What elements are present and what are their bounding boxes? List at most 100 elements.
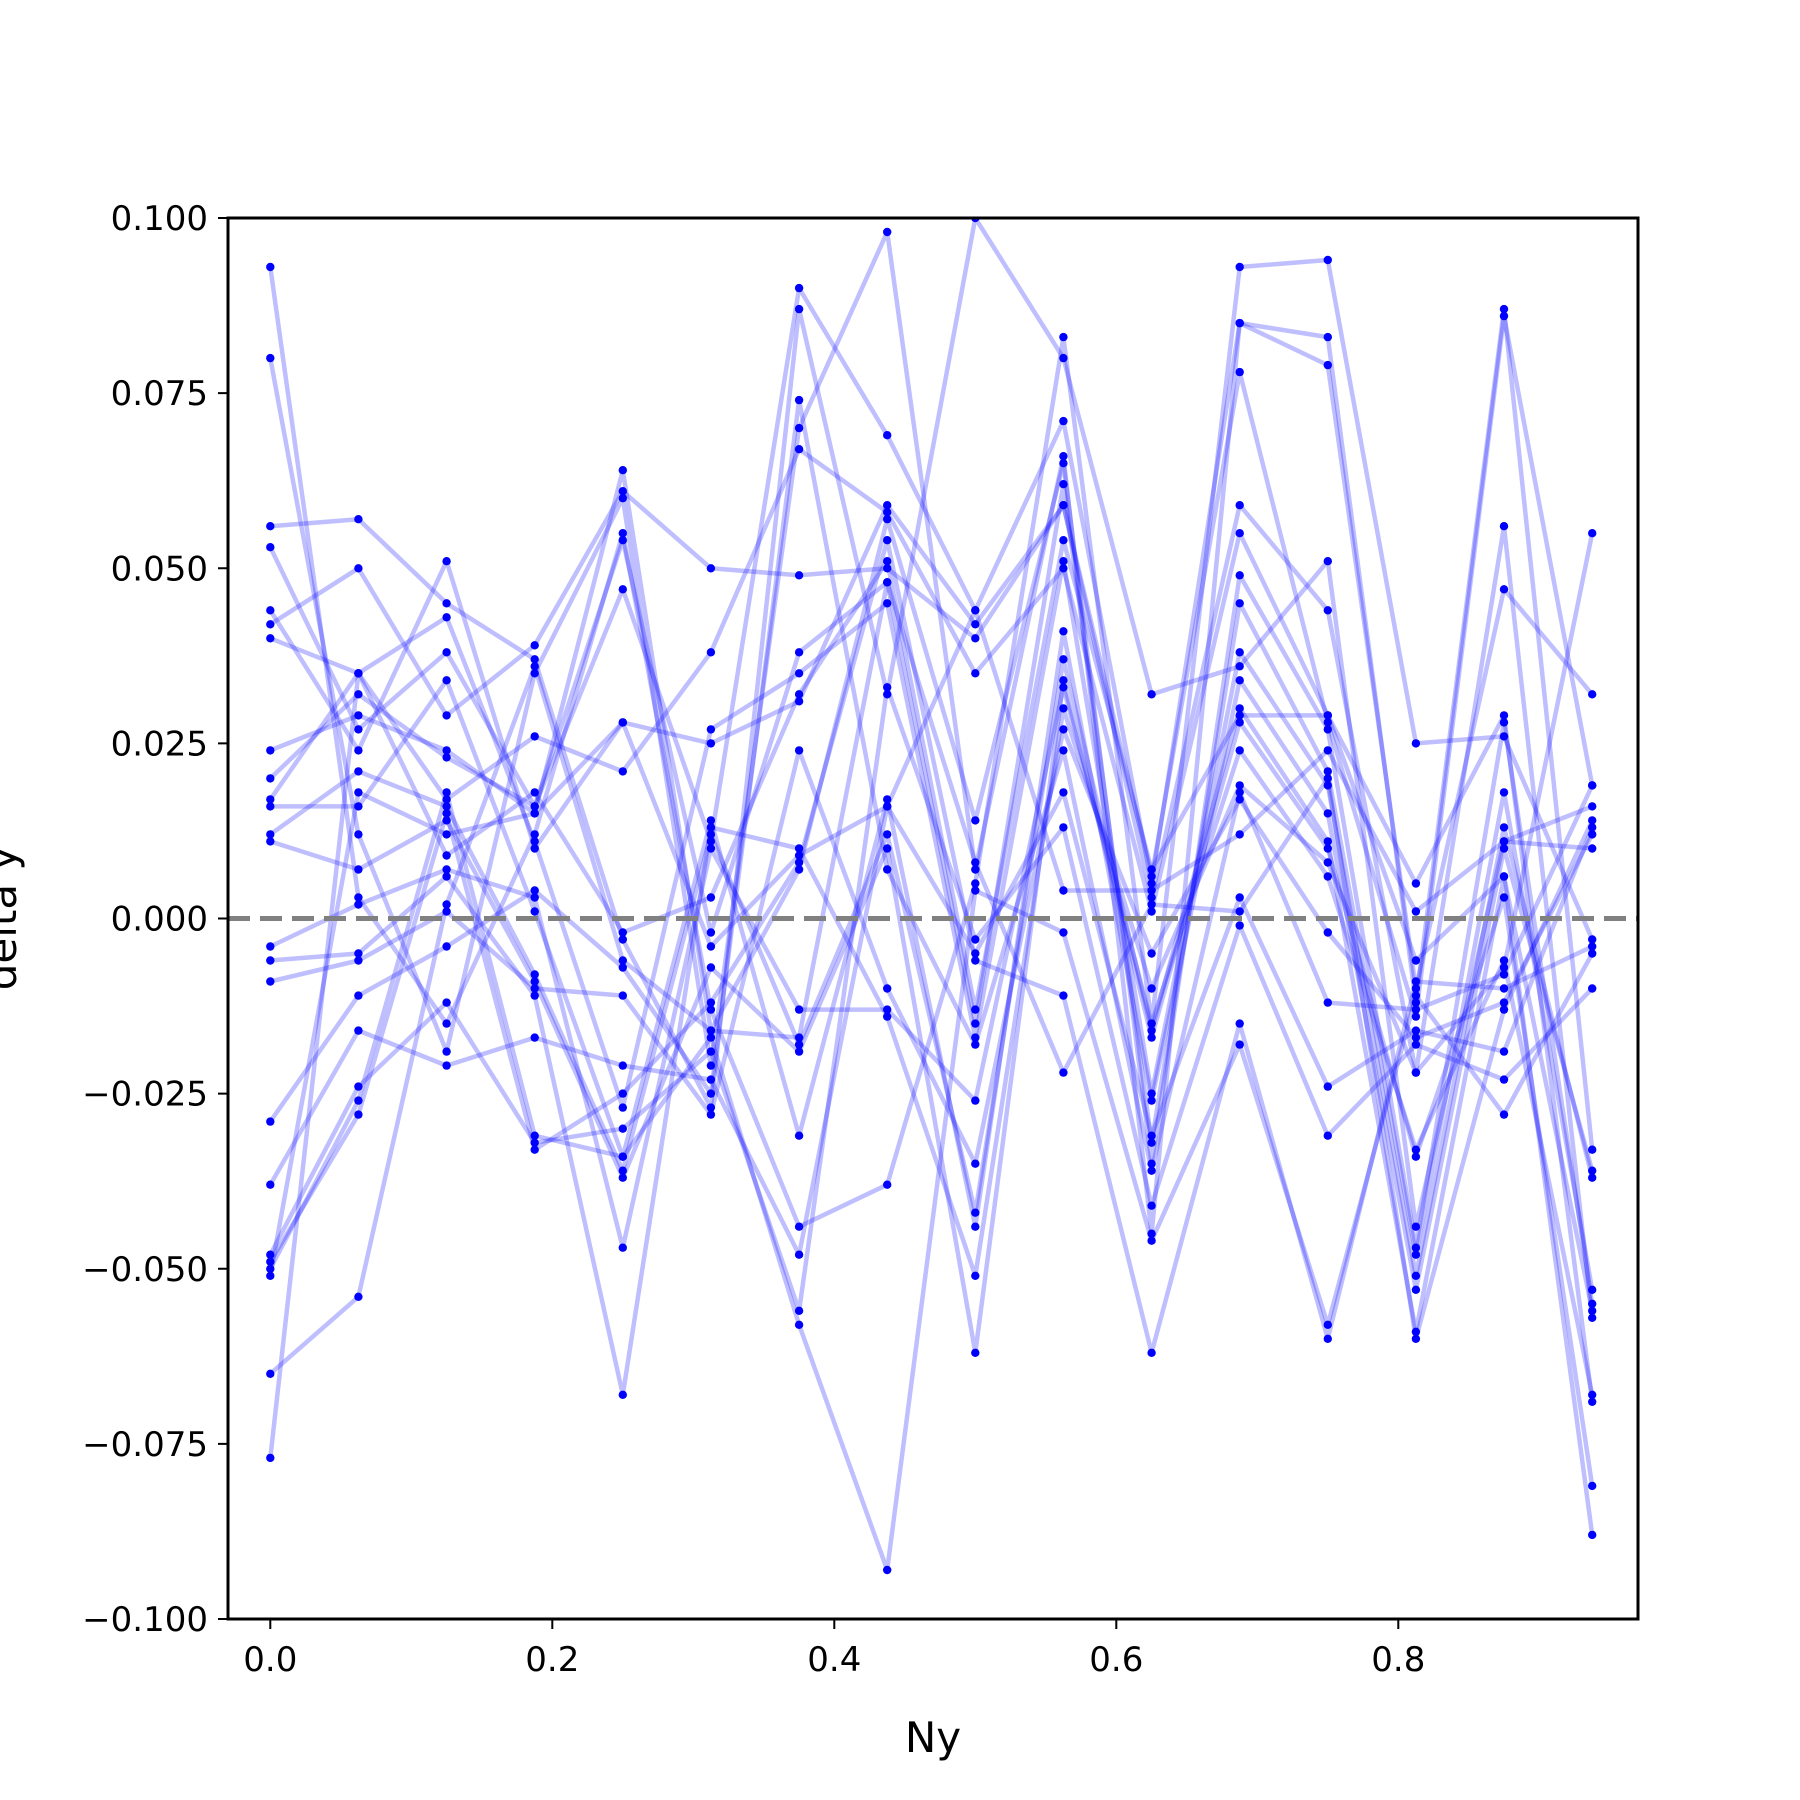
data-point	[1411, 907, 1421, 916]
series-line-10	[268, 558, 1595, 1279]
data-point	[354, 1096, 363, 1105]
y-tick-label: −0.100	[82, 1600, 208, 1640]
data-point	[1147, 1019, 1156, 1028]
data-point	[1323, 360, 1333, 370]
data-point	[266, 1271, 275, 1281]
data-point	[794, 304, 804, 314]
data-point	[1059, 823, 1068, 832]
data-point	[883, 984, 892, 993]
data-point	[1059, 655, 1068, 664]
data-point	[1588, 1173, 1597, 1182]
data-point	[1235, 921, 1244, 930]
data-point	[706, 1026, 716, 1035]
series-line-4	[268, 285, 1594, 991]
data-point	[1588, 1306, 1597, 1316]
data-point	[442, 557, 451, 566]
data-point	[883, 1565, 892, 1575]
series-line-11	[270, 629, 1595, 1293]
data-point	[1059, 627, 1068, 636]
data-point	[1059, 564, 1068, 573]
data-point	[1147, 1096, 1156, 1105]
data-point	[794, 1131, 804, 1140]
series-line-14	[269, 685, 1595, 1396]
data-point	[442, 900, 451, 909]
data-point	[1235, 262, 1244, 272]
data-point	[1411, 977, 1421, 986]
data-point	[442, 1061, 451, 1070]
data-point	[794, 1040, 804, 1049]
data-point	[442, 795, 451, 804]
data-point	[1235, 893, 1244, 902]
data-point	[530, 991, 539, 1000]
x-tick-label: 0.0	[243, 1640, 297, 1680]
data-point	[1411, 1068, 1421, 1077]
data-point	[794, 690, 804, 699]
data-point	[530, 669, 539, 678]
data-point	[794, 445, 804, 454]
data-point	[1059, 704, 1068, 713]
data-point	[1499, 732, 1509, 741]
data-point	[354, 956, 363, 965]
data-point	[1411, 984, 1421, 993]
data-point	[706, 816, 716, 825]
series-line-1	[268, 257, 1595, 1229]
data-point	[706, 823, 716, 832]
data-point	[618, 529, 627, 538]
data-point	[354, 1292, 363, 1302]
data-point	[354, 515, 363, 524]
data-point	[706, 1089, 716, 1098]
data-point	[1147, 1166, 1156, 1175]
data-point	[354, 1026, 363, 1035]
data-point	[1323, 255, 1333, 265]
data-point	[794, 697, 804, 706]
data-point	[1499, 837, 1509, 846]
data-point	[1147, 865, 1156, 874]
data-point	[706, 1047, 716, 1056]
data-point	[794, 1320, 804, 1330]
data-point	[794, 1222, 804, 1231]
data-point	[1323, 1320, 1333, 1330]
data-point	[1147, 1089, 1156, 1098]
data-point	[1147, 949, 1156, 958]
data-point	[794, 571, 804, 580]
data-point	[354, 949, 363, 958]
data-point	[1323, 711, 1333, 720]
data-point	[1588, 529, 1597, 538]
data-point	[706, 1005, 716, 1014]
data-point	[354, 711, 363, 720]
data-point	[618, 1390, 627, 1400]
data-point	[706, 725, 716, 734]
data-point	[266, 634, 275, 643]
data-point	[794, 1033, 804, 1042]
data-point	[266, 774, 275, 783]
data-point	[971, 606, 980, 615]
data-point	[530, 1145, 539, 1154]
data-point	[706, 1110, 716, 1119]
data-point	[354, 830, 363, 839]
data-point	[883, 1180, 892, 1189]
data-point	[883, 830, 892, 839]
data-point	[883, 578, 892, 587]
data-point	[1411, 991, 1421, 1000]
data-point	[1588, 1145, 1597, 1154]
data-point	[706, 998, 716, 1007]
data-point	[1059, 332, 1068, 342]
data-point	[1411, 1243, 1421, 1252]
data-point	[1411, 1152, 1421, 1161]
data-point	[1235, 662, 1244, 671]
data-point	[442, 676, 451, 685]
data-point	[1235, 529, 1244, 538]
data-point	[1059, 536, 1068, 545]
data-point	[618, 1152, 627, 1161]
data-point	[266, 942, 275, 951]
data-point	[1235, 318, 1244, 328]
data-point	[530, 655, 539, 664]
data-point	[1411, 1026, 1421, 1035]
data-point	[971, 1208, 980, 1217]
data-point	[266, 620, 275, 629]
y-axis-label: delta y	[0, 846, 26, 991]
data-point	[1411, 956, 1421, 965]
data-point	[530, 809, 539, 818]
data-point	[354, 669, 363, 678]
data-point	[1059, 928, 1068, 937]
